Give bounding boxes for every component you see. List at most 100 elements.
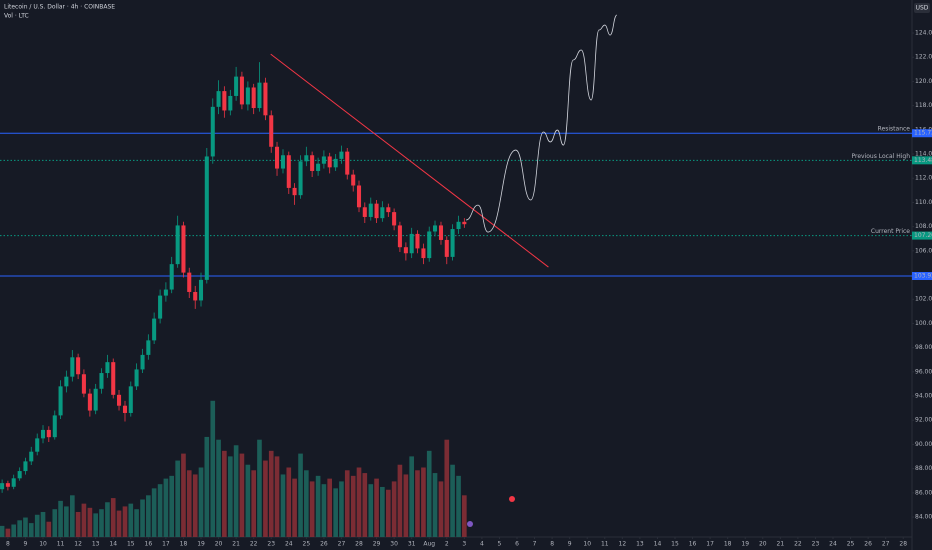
candle-body — [0, 483, 5, 490]
volume-bar — [350, 475, 356, 537]
candle-body — [23, 461, 28, 472]
volume-bar — [251, 470, 256, 537]
candle-body — [93, 388, 98, 411]
candle-body — [345, 151, 350, 175]
y-tick-label: 100.00 — [915, 320, 932, 327]
x-tick-label: 25 — [847, 541, 855, 548]
candle-body — [462, 221, 467, 225]
candle-body — [327, 156, 332, 168]
x-tick-label: 14 — [654, 541, 662, 548]
x-tick-label: 10 — [39, 541, 47, 548]
candle-body — [152, 318, 157, 341]
volume-bar — [222, 450, 227, 537]
x-tick-label: 23 — [812, 541, 820, 548]
currency[interactable]: USD — [916, 5, 929, 12]
currency-button[interactable] — [914, 3, 930, 13]
candle-body — [228, 95, 233, 111]
volume-bar — [263, 460, 268, 537]
candle-body — [169, 264, 174, 290]
volume-bar — [140, 499, 145, 537]
x-tick-label: 17 — [706, 541, 714, 548]
x-tick-label: Aug — [423, 541, 435, 548]
candle-body — [333, 158, 338, 168]
x-tick-label: 13 — [92, 541, 100, 548]
volume-label: Vol · LTC — [4, 13, 29, 20]
volume-bar — [397, 464, 403, 537]
candle-body — [403, 247, 408, 254]
volume-bar — [245, 464, 251, 537]
x-tick-label: 26 — [864, 541, 872, 548]
x-tick-label: 25 — [303, 541, 311, 548]
volume-bar — [239, 453, 245, 537]
x-tick-label: 20 — [215, 541, 223, 548]
candle-body — [81, 374, 86, 394]
candle-body — [40, 429, 46, 439]
x-tick-label: 6 — [515, 541, 519, 548]
volume-bar — [64, 506, 69, 537]
x-tick-label: 10 — [583, 541, 591, 548]
volume-bar — [298, 453, 303, 537]
candle-body — [111, 362, 116, 395]
volume-bar — [157, 484, 163, 537]
candle-body — [374, 203, 379, 219]
volume-bar — [368, 484, 374, 537]
candle-body — [257, 82, 262, 109]
volume-bar — [46, 521, 52, 537]
candle-body — [122, 405, 128, 413]
candle-body — [187, 272, 192, 292]
volume-bar — [339, 481, 344, 537]
volume-bar — [5, 528, 11, 537]
volume-bar — [181, 453, 186, 537]
y-tick-label: 118.00 — [915, 102, 932, 109]
candle-body — [368, 203, 373, 217]
y-tick-label: 98.00 — [915, 344, 932, 351]
candle-body — [456, 221, 461, 230]
candle-body — [76, 357, 81, 375]
x-tick-label: 11 — [57, 541, 65, 548]
volume-bar — [105, 502, 110, 537]
candle-body — [140, 354, 145, 370]
x-tick-label: 31 — [408, 541, 416, 548]
price-tag — [912, 272, 932, 281]
candle-body — [450, 229, 455, 257]
x-tick-label: 3 — [462, 541, 466, 548]
y-tick-label: 124.00 — [915, 30, 932, 37]
y-tick-label: 84.00 — [915, 514, 932, 521]
volume-bar — [456, 475, 461, 537]
price-tag-label: 103.92 — [914, 273, 932, 280]
price-tag — [912, 231, 932, 240]
y-tick-label: 120.00 — [915, 78, 932, 85]
candle-body — [204, 156, 209, 280]
x-tick-label: 9 — [24, 541, 28, 548]
volume-bar — [93, 513, 98, 537]
volume-bar — [409, 456, 414, 537]
volume-bar — [344, 470, 350, 537]
volume-bar — [75, 511, 81, 537]
volume-bar — [216, 439, 221, 537]
volume-bar — [151, 488, 157, 537]
x-tick-label: 12 — [619, 541, 627, 548]
volume-bar — [110, 498, 116, 537]
candle-body — [70, 357, 75, 377]
chart-title: Litecoin / U.S. Dollar · 4h · COINBASE — [4, 4, 115, 11]
volume-bar — [374, 478, 379, 537]
volume-bar — [198, 467, 204, 537]
volume-bar — [286, 467, 292, 537]
volume-bar — [70, 495, 75, 537]
volume-bar — [186, 470, 192, 537]
event-icon[interactable] — [467, 521, 473, 527]
y-tick-label: 96.00 — [915, 368, 932, 375]
event-icon[interactable] — [509, 496, 515, 502]
x-tick-label: 19 — [741, 541, 749, 548]
y-tick-label: 106.00 — [915, 247, 932, 254]
volume-bar — [309, 481, 315, 537]
y-tick-label: 122.00 — [915, 54, 932, 61]
volume-bar — [175, 460, 180, 537]
candle-body — [158, 295, 163, 319]
x-tick-label: 16 — [145, 541, 153, 548]
candle-body — [438, 225, 444, 240]
price-tag-label: 113.48 — [914, 157, 932, 164]
x-tick-label: 22 — [250, 541, 258, 548]
volume-bar — [415, 470, 420, 537]
volume-bar — [122, 506, 128, 537]
